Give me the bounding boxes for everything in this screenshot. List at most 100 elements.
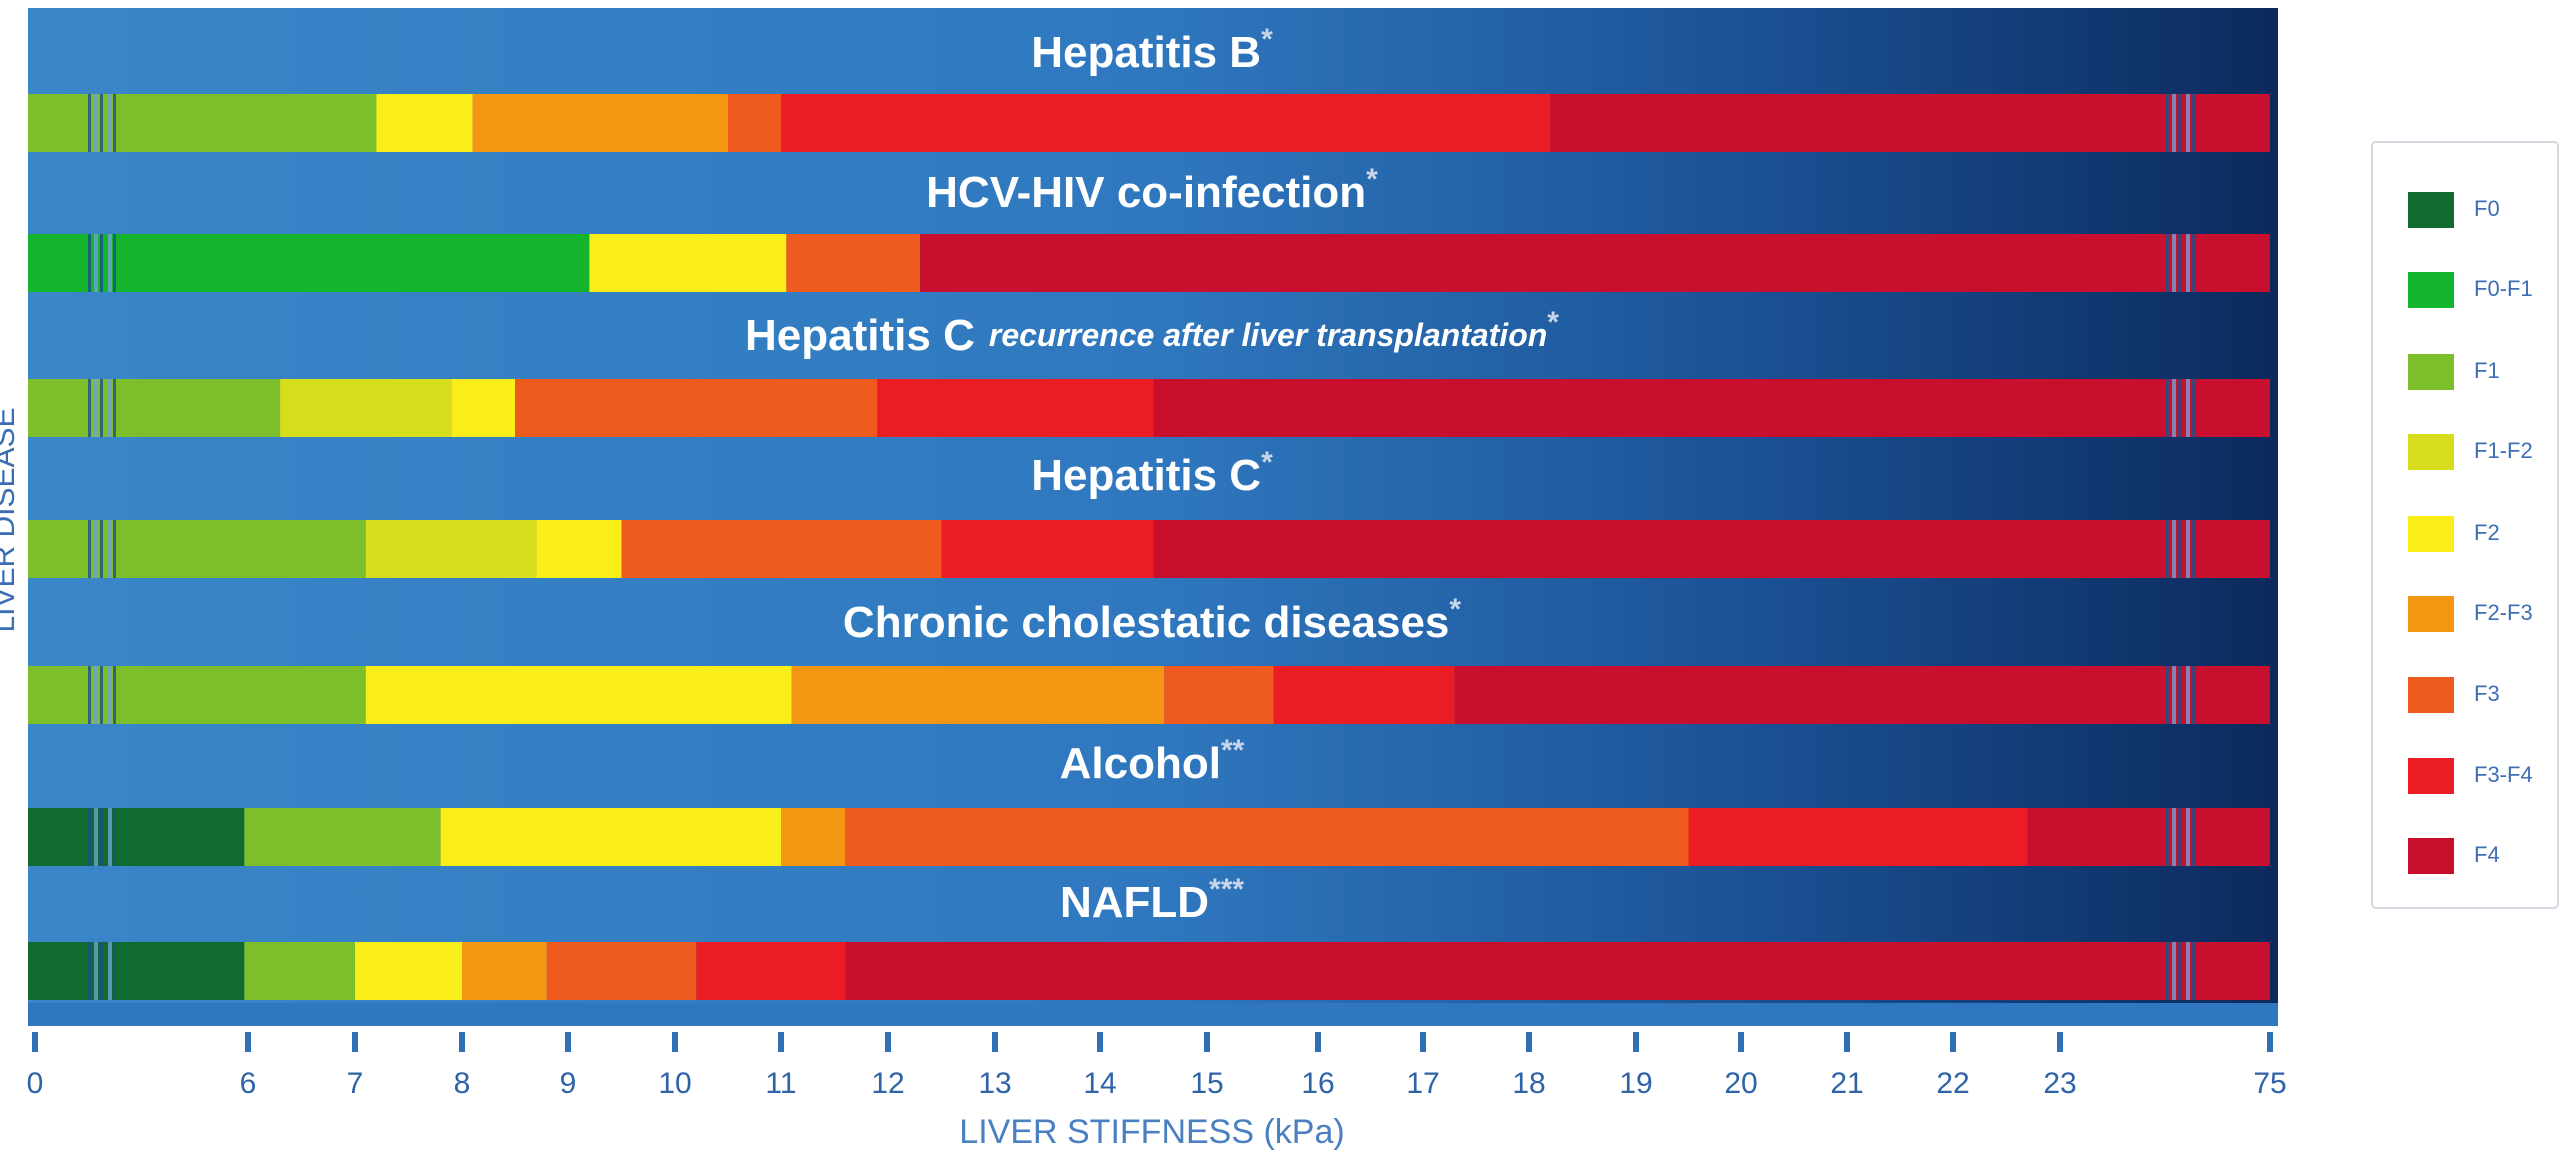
axis-break-stripe [2166, 808, 2169, 866]
bar-segment-f3 [786, 234, 921, 292]
axis-break-stripe [94, 942, 98, 1000]
axis-break-stripe [113, 942, 116, 1000]
legend-item: F2-F3 [2408, 596, 2533, 632]
axis-break-stripe [2186, 942, 2190, 1000]
axis-break-stripe [2178, 94, 2181, 152]
bar-segment-f0 [28, 808, 245, 866]
x-tick [1844, 1032, 1850, 1052]
disease-title: Hepatitis B* [1031, 23, 1273, 77]
x-tick-label: 15 [1190, 1067, 1223, 1100]
bar-segment-f0-f1 [28, 234, 590, 292]
axis-break-stripe [2192, 94, 2195, 152]
legend-item: F0-F1 [2408, 272, 2533, 308]
x-tick [992, 1032, 998, 1052]
disease-title: Alcohol** [1060, 734, 1245, 788]
axis-break-stripe [108, 666, 112, 724]
bar-segment-f3-f4 [696, 942, 846, 1000]
axis-break-stripe [94, 234, 98, 292]
axis-break-stripe [2178, 379, 2181, 437]
axis-break-stripe [2178, 942, 2181, 1000]
axis-break-stripe [88, 666, 91, 724]
axis-break-stripe [2172, 94, 2176, 152]
axis-break-stripe [94, 666, 98, 724]
bar-segment-f2 [589, 234, 787, 292]
axis-break-stripe [108, 520, 112, 578]
disease-name: Hepatitis C [745, 311, 975, 360]
x-tick-label: 19 [1619, 1067, 1652, 1100]
legend-swatch [2408, 272, 2454, 308]
disease-title: HCV-HIV co-infection* [926, 163, 1378, 217]
x-tick-label: 8 [454, 1067, 471, 1100]
x-tick [2057, 1032, 2063, 1052]
legend-label: F2-F3 [2474, 600, 2533, 625]
axis-break-stripe [113, 94, 116, 152]
legend-label: F2 [2474, 520, 2500, 545]
axis-break-stripe [2192, 666, 2195, 724]
x-tick [1204, 1032, 1210, 1052]
axis-break-stripe [100, 942, 103, 1000]
bar-segment-f4 [1153, 379, 2270, 437]
bar-segment-f2 [440, 808, 781, 866]
disease-title: Hepatitis C recurrence after liver transp… [745, 306, 1559, 360]
legend-swatch [2408, 758, 2454, 794]
legend-swatch [2408, 596, 2454, 632]
disease-name: Chronic cholestatic diseases [843, 598, 1449, 647]
bar-segment-f3 [845, 808, 1689, 866]
axis-break-stripe [2178, 808, 2181, 866]
legend-item: F1-F2 [2408, 434, 2533, 470]
bar-segment-f1 [28, 520, 366, 578]
disease-title: NAFLD*** [1060, 873, 1244, 927]
footnote-mark: * [1261, 446, 1273, 479]
bar-segment-f3 [546, 942, 697, 1000]
axis-break-stripe [88, 808, 91, 866]
legend-label: F1-F2 [2474, 438, 2533, 463]
legend-label: F0 [2474, 196, 2500, 221]
axis-break-stripe [108, 808, 112, 866]
axis-break-stripe [2186, 666, 2190, 724]
axis-break-stripe [2172, 666, 2176, 724]
legend-item: F4 [2408, 838, 2500, 874]
bar-segment-f3 [621, 520, 942, 578]
bar-segment-f3-f4 [877, 379, 1154, 437]
axis-break-stripe [100, 379, 103, 437]
axis-break-stripe [88, 520, 91, 578]
axis-break-stripe [88, 379, 91, 437]
axis-break-stripe [108, 379, 112, 437]
axis-break-stripe [100, 234, 103, 292]
bar-segment-f1 [28, 379, 281, 437]
axis-break-stripe [2186, 379, 2190, 437]
axis-break-stripe [94, 520, 98, 578]
legend-label: F3-F4 [2474, 762, 2533, 787]
axis-break-stripe [113, 379, 116, 437]
axis-break-stripe [108, 94, 112, 152]
disease-row [28, 942, 2271, 1000]
axis-break-stripe [100, 94, 103, 152]
disease-name: NAFLD [1060, 878, 1209, 927]
axis-break-stripe [2166, 94, 2169, 152]
plot-background [28, 8, 2278, 1026]
disease-subtitle: recurrence after liver transplantation [989, 317, 1547, 353]
bar-segment-f1 [244, 808, 441, 866]
x-tick [1633, 1032, 1639, 1052]
bar-segment-f1-f2 [280, 379, 452, 437]
axis-break-stripe [113, 808, 116, 866]
legend-swatch [2408, 838, 2454, 874]
legend-label: F0-F1 [2474, 276, 2533, 301]
x-tick [2267, 1032, 2273, 1052]
axis-break-stripe [2166, 234, 2169, 292]
x-axis-band [28, 1003, 2278, 1026]
axis-break-stripe [2192, 808, 2195, 866]
footnote-mark: * [1261, 23, 1273, 56]
axis-break-stripe [113, 520, 116, 578]
x-tick [885, 1032, 891, 1052]
axis-break-stripe [2186, 520, 2190, 578]
bar-segment-f3-f4 [1688, 808, 2028, 866]
legend-item: F0 [2408, 192, 2500, 228]
axis-break-stripe [2192, 520, 2195, 578]
x-tick-label: 75 [2253, 1067, 2286, 1100]
disease-row [28, 234, 2270, 292]
legend-swatch [2408, 192, 2454, 228]
axis-break-stripe [88, 94, 91, 152]
disease-row [28, 666, 2270, 724]
bar-segment-f2 [365, 666, 792, 724]
